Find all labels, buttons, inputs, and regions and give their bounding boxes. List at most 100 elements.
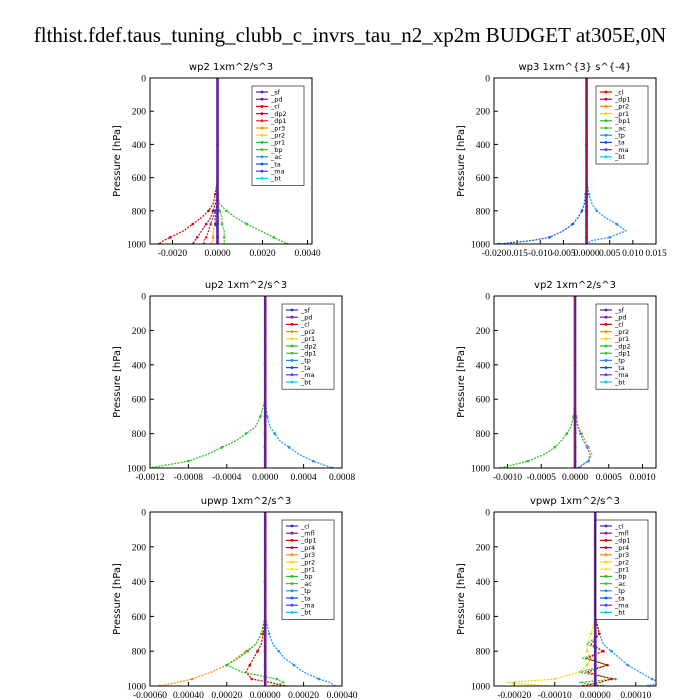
legend-label: _dp1 xyxy=(614,350,631,358)
data-point xyxy=(626,663,629,667)
series-group xyxy=(499,296,593,468)
legend-label: _cl xyxy=(614,88,624,96)
series-line-pr3 xyxy=(159,512,266,686)
legend-label: _bt xyxy=(614,378,625,386)
legend-label: _dp2 xyxy=(614,342,631,350)
legend-label: _bt xyxy=(300,378,311,386)
y-tick-label: 200 xyxy=(476,108,491,118)
legend-marker xyxy=(604,380,608,384)
data-point xyxy=(595,209,599,213)
x-tick-label: 0.00010 xyxy=(620,691,651,700)
y-tick-label: 400 xyxy=(132,361,147,371)
legend-marker xyxy=(604,133,608,137)
legend-marker xyxy=(604,141,608,144)
legend-label: _dp1 xyxy=(614,96,631,104)
x-tick-label: -0.00010 xyxy=(538,691,572,700)
legend-marker xyxy=(604,155,608,159)
panel-title: vp2 1xm^2/s^3 xyxy=(534,280,616,291)
legend-label: _ac xyxy=(614,124,626,132)
data-point xyxy=(225,209,228,213)
y-axis-label: Pressure [hPa] xyxy=(456,125,467,197)
legend-label: _ac xyxy=(614,580,626,588)
data-point xyxy=(260,632,263,636)
legend-label: _bp xyxy=(300,573,313,581)
legend-label: _cl xyxy=(300,522,310,530)
legend-marker xyxy=(604,366,608,369)
plot-frame xyxy=(493,295,657,469)
x-tick-label: -0.010 xyxy=(528,249,553,259)
legend-marker xyxy=(260,148,264,152)
legend-marker xyxy=(290,323,294,326)
y-axis-label: Pressure [hPa] xyxy=(112,563,123,635)
legend-label: _ta xyxy=(614,594,625,602)
y-tick-label: 1000 xyxy=(471,465,490,475)
x-tick-label: 0.015 xyxy=(506,249,528,259)
data-point xyxy=(222,236,226,239)
legend-label: _tp xyxy=(300,587,311,595)
legend-marker xyxy=(604,603,608,607)
legend-label: _bp xyxy=(614,573,627,581)
y-tick-label: 400 xyxy=(476,141,491,151)
legend-marker xyxy=(290,308,294,312)
legend-marker xyxy=(290,567,294,571)
legend-marker xyxy=(260,141,264,144)
y-tick-label: 0 xyxy=(141,75,146,85)
data-point xyxy=(608,236,612,239)
data-point xyxy=(259,415,262,418)
legend-marker xyxy=(260,162,264,166)
legend-marker xyxy=(604,553,608,557)
legend-marker xyxy=(604,105,608,108)
data-point xyxy=(565,432,569,435)
legend-marker xyxy=(290,611,294,614)
data-point xyxy=(267,632,271,636)
y-tick-label: 600 xyxy=(132,396,147,406)
y-tick-label: 0 xyxy=(485,509,490,519)
x-tick-label: -0.0004 xyxy=(212,473,242,483)
series-line-pr2 xyxy=(506,512,596,686)
panel-3: up2 1xm^2/s^3 Pressure [hPa] 0 200 400 600 800… xyxy=(112,280,355,483)
panel-grid: wp2 1xm^2/s^3 Pressure [hPa] 0 200 400 600 800… xyxy=(112,62,667,700)
x-tick-label: 0.005 xyxy=(599,249,621,259)
legend-marker xyxy=(604,126,608,130)
plot-frame xyxy=(149,511,343,687)
legend-marker xyxy=(604,582,608,585)
y-tick-label: 1000 xyxy=(471,241,490,251)
data-point xyxy=(610,649,613,653)
legend-label: _pr1 xyxy=(300,566,315,574)
y-tick-label: 800 xyxy=(476,207,491,217)
legend-marker xyxy=(604,97,608,101)
data-point xyxy=(204,222,208,226)
legend-marker xyxy=(604,315,608,319)
legend-label: _cl xyxy=(300,321,310,329)
legend-label: _pr4 xyxy=(614,544,629,552)
y-tick-label: 800 xyxy=(476,430,491,440)
x-tick-label: -0.0012 xyxy=(135,473,165,483)
legend-marker xyxy=(260,177,264,180)
x-tick-label: 0.00040 xyxy=(173,691,204,700)
x-tick-label: 0.0000 xyxy=(252,473,278,483)
legend-label: _tp xyxy=(614,132,625,140)
x-tick-label: -0.0010 xyxy=(493,473,523,483)
legend-label: _dp1 xyxy=(270,117,287,125)
data-point xyxy=(602,649,605,653)
data-point xyxy=(218,209,222,213)
legend-label: _ac xyxy=(300,580,312,588)
data-point xyxy=(213,192,217,196)
plot-frame xyxy=(149,77,313,245)
data-point xyxy=(553,446,557,449)
y-tick-label: 0 xyxy=(141,293,146,303)
data-point xyxy=(650,677,654,681)
data-point xyxy=(244,432,248,435)
data-point xyxy=(585,663,589,667)
legend-marker xyxy=(604,330,608,333)
legend-label: _bt xyxy=(614,153,625,161)
legend-marker xyxy=(290,315,294,319)
legend-marker xyxy=(604,567,608,571)
legend-label: _bp1 xyxy=(614,117,631,125)
legend-marker xyxy=(604,148,608,152)
data-point xyxy=(553,677,557,681)
data-point xyxy=(610,677,613,681)
legend-marker xyxy=(290,366,294,369)
legend-label: _mfl xyxy=(300,530,315,538)
